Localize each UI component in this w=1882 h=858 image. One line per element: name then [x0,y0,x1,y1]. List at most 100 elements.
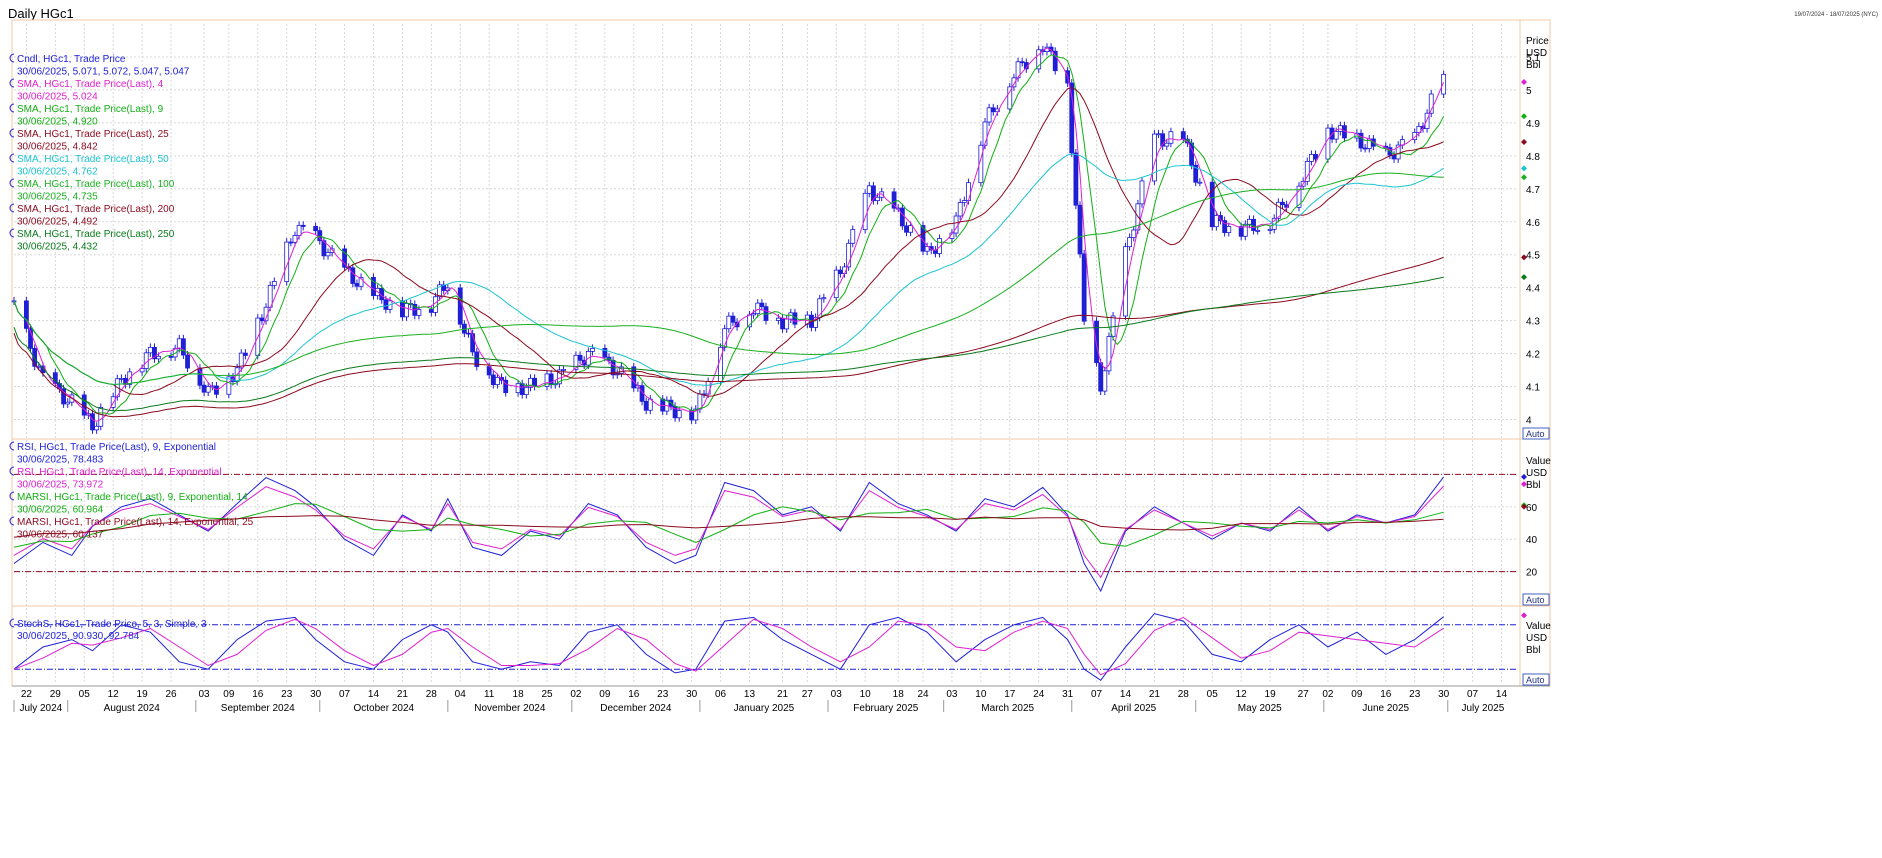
candle-body [238,352,244,369]
candle-body [871,185,876,201]
candle-body [891,191,897,209]
candle-body [813,316,818,328]
candle-body [490,374,496,385]
candle-body [515,383,521,394]
candle-body [90,413,95,431]
candle-body [1077,204,1083,255]
candle-body [1309,154,1314,162]
x-tick-label: 14 [1120,689,1132,700]
candle-body [404,303,409,318]
x-tick-label: 25 [541,689,553,700]
candle-body [342,248,347,268]
rsi-legend-name: MARSI, HGc1, Trade Price(Last), 9, Expon… [17,492,248,503]
price-legend-name: SMA, HGc1, Trade Price(Last), 25 [17,129,169,140]
candle-body [457,287,463,325]
candle-body [1106,336,1112,372]
candle-body [1333,131,1339,140]
candle-body [1362,147,1368,150]
candle-body [354,283,360,287]
candle-body [1275,201,1281,219]
price-tick-label: 4.9 [1526,119,1540,130]
candle-body [1131,229,1137,238]
sma-25-line [13,87,1444,397]
auto-button-frame [1522,427,1550,440]
rsi-auto-button[interactable]: Auto [1522,593,1550,606]
x-tick-label: 06 [715,689,727,700]
candle-body [705,381,711,395]
price-auto-button[interactable]: Auto [1522,427,1550,440]
stoch-auto-button[interactable]: Auto [1522,673,1550,686]
x-tick-label: 24 [917,689,929,700]
candle-body [98,407,104,427]
x-tick-label: 23 [281,689,293,700]
candle-body [226,376,232,395]
price-tick-label: 4.3 [1526,317,1540,328]
candle-body [1267,228,1273,231]
candle-body [618,366,624,374]
x-tick-label: 26 [165,689,177,700]
candle-body [176,338,182,350]
month-label: June 2025 [1362,703,1409,714]
price-axis-unit: USD [1526,48,1547,59]
candle-body [1139,180,1145,205]
candle-body [65,401,71,405]
candle-body [833,269,839,299]
candle-body [205,386,211,393]
auto-button-label: Auto [1526,595,1545,605]
candle-body [32,347,38,367]
rsi-marker [1521,481,1527,488]
price-axis-label: Price [1526,36,1549,47]
candle-body [296,224,302,236]
candle-body [1127,237,1133,248]
x-tick-label: 03 [199,689,211,700]
sma-50-line [13,153,1444,386]
candle-body [1180,131,1186,140]
price-legend-bracket [9,203,15,213]
rsi-axis-unit2: Bbl [1526,480,1540,491]
month-label: April 2025 [1111,703,1156,714]
candle-body [292,235,298,243]
x-tick-label: 14 [1496,689,1508,700]
candle-body [1197,181,1203,184]
candle-body [23,300,29,329]
x-tick-label: 10 [860,689,872,700]
candle-body [590,347,595,352]
candle-body [147,346,153,354]
stoch-legend-bracket [9,618,15,628]
candle-body [1325,127,1331,160]
candle-body [561,368,566,371]
price-legend-bracket [9,128,15,138]
price-marker [1521,79,1527,86]
candle-body [904,225,909,233]
x-tick-label: 23 [1409,689,1421,700]
candle-body [495,377,500,385]
stoch-axis-label: Value [1526,621,1551,632]
candle-body [775,317,781,321]
candle-body [602,347,608,358]
x-tick-label: 10 [975,689,987,700]
month-label: August 2024 [104,703,161,714]
price-legend-value: 30/06/2025, 4.762 [17,167,98,178]
x-tick-label: 05 [79,689,91,700]
x-tick-label: 11 [484,689,495,700]
candle-body [201,384,207,393]
candle-body [1156,133,1161,136]
month-label: November 2024 [474,703,546,714]
candle-body [1255,230,1261,232]
x-tick-label: 19 [1265,689,1277,700]
candle-body [862,192,868,230]
price-tick-label: 5.1 [1526,53,1540,64]
price-legend-bracket [9,178,15,188]
candle-body [548,373,554,386]
price-legend-bracket [9,53,15,63]
candle-body [119,377,124,380]
candle-body [986,107,992,123]
candle-body [1441,74,1447,95]
rsi-legend-value: 30/06/2025, 78.483 [17,455,104,466]
price-legend-value: 30/06/2025, 4.432 [17,242,98,253]
candle-body [1193,164,1199,183]
price-tick-label: 4.5 [1526,251,1540,262]
stoch-marker [1521,612,1527,619]
x-tick-label: 13 [744,689,756,700]
